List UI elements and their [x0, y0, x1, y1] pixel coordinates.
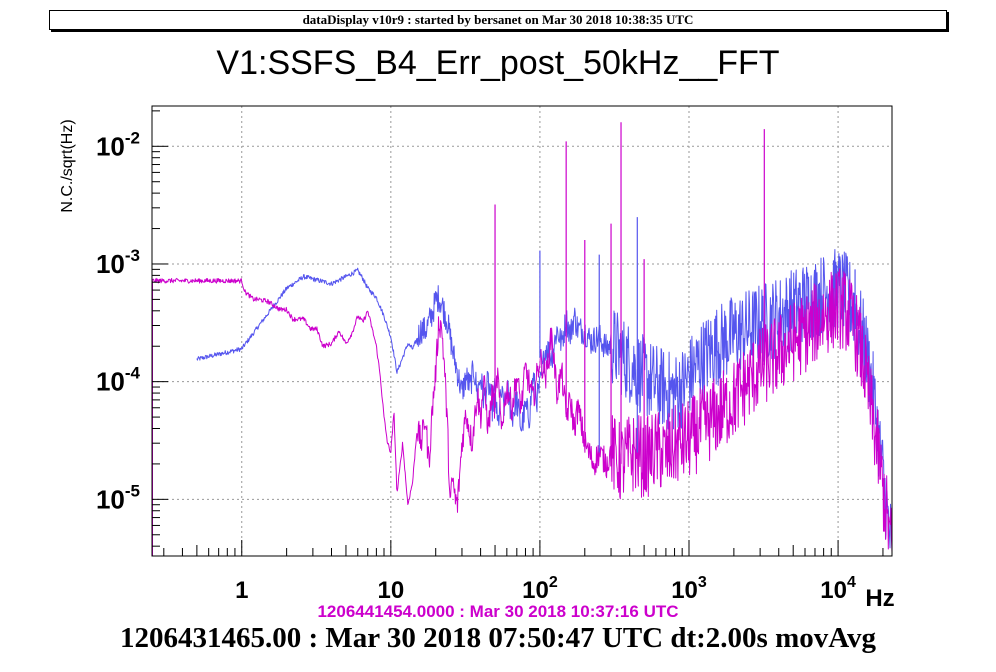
y-tick-label: 10-3: [96, 246, 140, 279]
x-axis-label: Hz: [865, 585, 894, 612]
y-tick-labels: 10-5 10-4 10-3 10-2: [96, 128, 141, 514]
grid-lines: [152, 106, 892, 556]
x-tick-label: 1: [235, 577, 248, 604]
gps-time-readout: 1206431465.00 : Mar 30 2018 07:50:47 UTC…: [119, 622, 877, 654]
series-line: [151, 268, 893, 553]
plot-frame: [151, 105, 893, 557]
spectral-lines: [494, 122, 856, 464]
plot-area: [152, 106, 892, 556]
x-tick-label: 102: [522, 574, 558, 604]
x-tick-label: 10: [377, 577, 404, 604]
reference-time: 1206441454.0000 : Mar 30 2018 10:37:16 U…: [317, 602, 679, 621]
axis-ticks: [152, 110, 884, 556]
x-tick-labels: 1 10 102 103 104: [235, 574, 856, 604]
x-tick-label: 104: [820, 574, 856, 604]
y-tick-label: 10-4: [96, 364, 141, 397]
y-axis-label: N.C./sqrt(Hz): [59, 119, 76, 212]
x-tick-label: 103: [671, 574, 707, 604]
chart-title: V1:SSFS_B4_Err_post_50kHz__FFT: [216, 44, 780, 82]
run-info-banner: dataDisplay v10r9 : started by bersanet …: [49, 10, 947, 30]
y-tick-label: 10-5: [96, 481, 140, 514]
y-tick-label: 10-2: [96, 128, 140, 161]
